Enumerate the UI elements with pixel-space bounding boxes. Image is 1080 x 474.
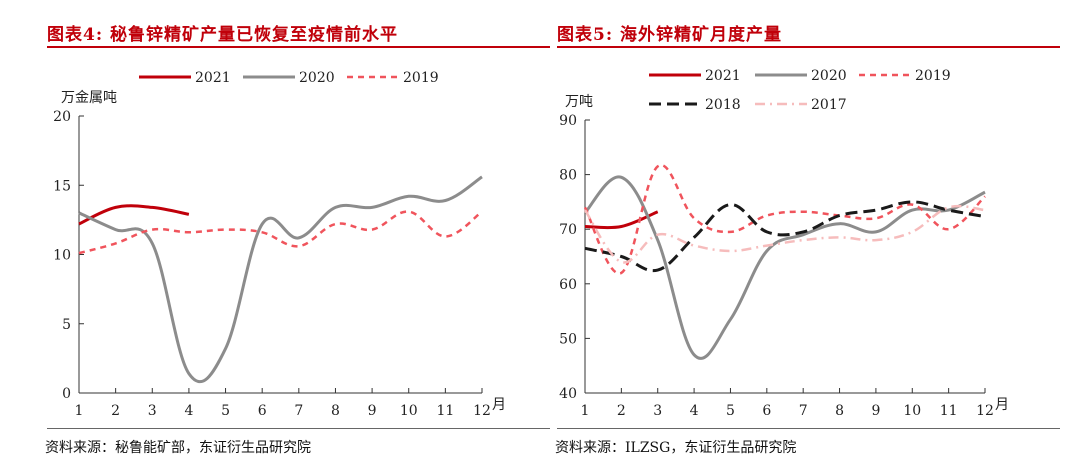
left-chart-panel: 图表4: 秘鲁锌精矿产量已恢复至疫情前水平 0 5 10 15 20 1 2 3 4 5 6 7 8 9 1… xyxy=(35,0,550,474)
right-title-rule xyxy=(557,46,1060,48)
right-x-axis-label: 月 xyxy=(995,397,1009,413)
right-x-tick-label: 3 xyxy=(653,403,662,419)
left-y-tick-label: 20 xyxy=(53,109,71,125)
left-legend-label-2019: 2019 xyxy=(403,70,439,86)
left-x-tick-label: 2 xyxy=(111,403,120,419)
left-x-tick-label: 1 xyxy=(75,403,84,419)
right-legend-label-2021: 2021 xyxy=(705,68,741,84)
right-chart-title: 图表5: 海外锌精矿月度产量 xyxy=(557,25,783,45)
right-chart-title-bar: 图表5: 海外锌精矿月度产量 xyxy=(557,18,1060,48)
right-chart-panel: 图表5: 海外锌精矿月度产量 40 50 60 70 80 90 1 2 3 4 5 6 7 8 9 10 11… xyxy=(545,0,1060,474)
left-x-tick-label: 9 xyxy=(368,403,377,419)
right-series-2021-line xyxy=(584,210,659,230)
right-y-axis-label: 万吨 xyxy=(565,94,593,110)
left-x-tick-label: 6 xyxy=(258,403,267,419)
left-chart-title-bar: 图表4: 秘鲁锌精矿产量已恢复至疫情前水平 xyxy=(47,18,550,48)
right-legend-item-2021: 2021 xyxy=(649,68,741,84)
left-x-tick-label: 11 xyxy=(436,403,454,419)
left-x-tick-label: 12 xyxy=(473,403,491,419)
left-x-tick-label: 8 xyxy=(331,403,340,419)
left-legend-label-2021: 2021 xyxy=(195,70,231,86)
right-x-tick-label: 12 xyxy=(976,403,994,419)
left-title-rule xyxy=(47,46,550,48)
left-legend-item-2021: 2021 xyxy=(139,70,231,86)
left-x-tick-label: 4 xyxy=(184,403,193,419)
right-x-tick-label: 5 xyxy=(726,403,735,419)
right-y-tick-label: 80 xyxy=(559,168,577,184)
right-y-tick-label: 40 xyxy=(559,386,577,402)
right-x-tick-label: 1 xyxy=(581,403,590,419)
left-x-axis-label: 月 xyxy=(492,397,506,413)
right-legend-item-2019: 2019 xyxy=(859,68,951,84)
right-legend-item-2017: 2017 xyxy=(755,97,847,113)
left-x-tick-label: 7 xyxy=(294,403,303,419)
right-x-tick-label: 2 xyxy=(617,403,626,419)
left-y-tick-label: 15 xyxy=(53,178,71,194)
right-source-note: 资料来源：ILZSG，东证衍生品研究院 xyxy=(555,440,797,456)
right-x-tick-label: 9 xyxy=(871,403,880,419)
right-y-tick-label: 70 xyxy=(559,222,577,238)
right-series-2018-line xyxy=(584,200,986,273)
right-legend-item-2020: 2020 xyxy=(755,68,847,84)
right-legend-label-2017: 2017 xyxy=(811,97,847,113)
right-series-2020-line xyxy=(583,175,986,360)
right-y-tick-label: 60 xyxy=(559,277,577,293)
right-legend-label-2020: 2020 xyxy=(811,68,847,84)
right-y-tick-label: 50 xyxy=(559,331,577,347)
right-x-tick-label: 10 xyxy=(903,403,921,419)
left-series-2020-line xyxy=(78,175,483,384)
left-y-tick-label: 5 xyxy=(62,317,71,333)
left-legend-label-2020: 2020 xyxy=(299,70,335,86)
left-x-tick-label: 3 xyxy=(148,403,157,419)
left-x-tick-label: 5 xyxy=(221,403,230,419)
right-y-tick-label: 90 xyxy=(559,113,577,129)
left-source-note: 资料来源：秘鲁能矿部，东证衍生品研究院 xyxy=(45,440,311,456)
right-series-2019-line xyxy=(583,163,986,275)
right-bottom-rule xyxy=(557,428,1060,429)
left-chart-title: 图表4: 秘鲁锌精矿产量已恢复至疫情前水平 xyxy=(47,25,399,45)
right-x-tick-label: 7 xyxy=(799,403,808,419)
right-x-tick-label: 4 xyxy=(690,403,699,419)
right-legend-label-2018: 2018 xyxy=(705,97,741,113)
left-y-tick-label: 0 xyxy=(62,386,71,402)
left-x-tick-label: 10 xyxy=(400,403,418,419)
right-x-tick-label: 6 xyxy=(762,403,771,419)
right-x-tick-label: 11 xyxy=(940,403,958,419)
left-y-axis-label: 万金属吨 xyxy=(61,90,117,106)
left-series-2019-line xyxy=(78,210,483,255)
left-series-2021-line xyxy=(78,204,190,226)
left-legend-item-2019: 2019 xyxy=(347,70,439,86)
right-legend-item-2018: 2018 xyxy=(649,97,741,113)
right-legend-label-2019: 2019 xyxy=(915,68,951,84)
right-x-tick-label: 8 xyxy=(835,403,844,419)
left-y-tick-label: 10 xyxy=(53,248,71,264)
left-legend-item-2020: 2020 xyxy=(243,70,335,86)
left-bottom-rule xyxy=(47,428,550,429)
